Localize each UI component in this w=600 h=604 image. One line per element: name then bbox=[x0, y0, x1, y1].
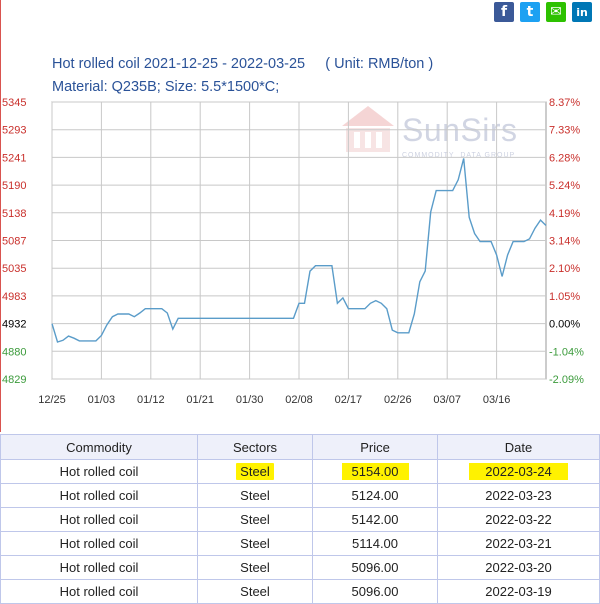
y-right-tick-label: 8.37% bbox=[549, 97, 580, 109]
page-frame-border bbox=[0, 0, 1, 432]
sector-text-highlighted: Steel bbox=[236, 463, 274, 480]
y-right-tick-label: 1.05% bbox=[549, 291, 580, 303]
cell-price: 5124.00 bbox=[312, 483, 438, 508]
cell-price: 5096.00 bbox=[312, 555, 438, 580]
cell-price: 5142.00 bbox=[312, 507, 438, 532]
cell-price: 5154.00 bbox=[312, 459, 438, 484]
table-row: Hot rolled coil Steel 5124.00 2022-03-23 bbox=[0, 483, 600, 508]
x-tick-label: 01/12 bbox=[137, 394, 165, 406]
cell-date: 2022-03-22 bbox=[437, 507, 600, 532]
x-tick-label: 02/17 bbox=[335, 394, 363, 406]
x-tick-label: 03/16 bbox=[483, 394, 511, 406]
cell-commodity: Hot rolled coil bbox=[0, 555, 198, 580]
price-chart: 5345 5293 5241 5190 5138 5087 5035 4983 4932 4880… bbox=[2, 97, 584, 406]
facebook-icon[interactable]: f bbox=[494, 2, 514, 22]
x-tick-label: 03/07 bbox=[433, 394, 461, 406]
x-tick-label: 12/25 bbox=[38, 394, 66, 406]
sunsirs-logo-icon bbox=[342, 106, 394, 152]
y-right-tick-label: 0.00% bbox=[549, 319, 580, 331]
cell-date: 2022-03-20 bbox=[437, 555, 600, 580]
date-text-highlighted: 2022-03-24 bbox=[469, 463, 568, 480]
linkedin-icon[interactable]: in bbox=[572, 2, 592, 22]
table-row: Hot rolled coil Steel 5142.00 2022-03-22 bbox=[0, 507, 600, 532]
cell-sector: Steel bbox=[197, 531, 313, 556]
cell-date: 2022-03-21 bbox=[437, 531, 600, 556]
cell-date: 2022-03-23 bbox=[437, 483, 600, 508]
y-right-tick-label: 2.10% bbox=[549, 263, 580, 275]
header-date: Date bbox=[437, 434, 600, 460]
y-left-tick-label: 5293 bbox=[2, 125, 26, 137]
cell-price: 5114.00 bbox=[312, 531, 438, 556]
y-left-tick-label: 5190 bbox=[2, 180, 26, 192]
cell-commodity: Hot rolled coil bbox=[0, 483, 198, 508]
wechat-icon[interactable]: ✉ bbox=[546, 2, 566, 22]
x-tick-label: 02/26 bbox=[384, 394, 412, 406]
chart-subtitle: Material: Q235B; Size: 5.5*1500*C; bbox=[52, 79, 280, 95]
cell-sector: Steel bbox=[197, 507, 313, 532]
header-price: Price bbox=[312, 434, 438, 460]
y-right-tick-label: 6.28% bbox=[549, 152, 580, 164]
watermark-tagline: COMMODITY DATA GROUP bbox=[402, 152, 516, 159]
y-left-tick-label: 4983 bbox=[2, 291, 26, 303]
y-left-tick-label: 5035 bbox=[2, 263, 26, 275]
price-table: Commodity Sectors Price Date Hot rolled … bbox=[0, 434, 600, 604]
y-right-tick-label: -1.04% bbox=[549, 346, 584, 358]
cell-sector: Steel bbox=[197, 483, 313, 508]
cell-sector: Steel bbox=[197, 459, 313, 484]
header-commodity: Commodity bbox=[0, 434, 198, 460]
table-row: Hot rolled coil Steel 5114.00 2022-03-21 bbox=[0, 531, 600, 556]
y-left-tick-label: 4880 bbox=[2, 346, 26, 358]
y-left-tick-label: 4829 bbox=[2, 374, 26, 386]
y-left-tick-label: 5241 bbox=[2, 152, 26, 164]
cell-date: 2022-03-24 bbox=[437, 459, 600, 484]
y-left-tick-label: 4932 bbox=[2, 319, 26, 331]
twitter-icon[interactable]: t bbox=[520, 2, 540, 22]
y-right-tick-label: 5.24% bbox=[549, 180, 580, 192]
chart-title: Hot rolled coil 2021-12-25 - 2022-03-25 … bbox=[52, 56, 434, 72]
table-row: Hot rolled coil Steel 5096.00 2022-03-20 bbox=[0, 555, 600, 580]
x-tick-label: 01/30 bbox=[236, 394, 264, 406]
y-left-tick-label: 5138 bbox=[2, 208, 26, 220]
price-text-highlighted: 5154.00 bbox=[341, 463, 409, 480]
x-tick-label: 01/21 bbox=[186, 394, 214, 406]
x-tick-label: 02/08 bbox=[285, 394, 313, 406]
y-left-tick-label: 5345 bbox=[2, 97, 26, 109]
table-header-row: Commodity Sectors Price Date bbox=[0, 434, 600, 460]
share-bar: f t ✉ in bbox=[494, 2, 592, 22]
series-line bbox=[51, 158, 547, 343]
header-sectors: Sectors bbox=[197, 434, 313, 460]
x-tick-label: 01/03 bbox=[88, 394, 116, 406]
y-right-tick-label: 4.19% bbox=[549, 208, 580, 220]
cell-sector: Steel bbox=[197, 555, 313, 580]
y-left-tick-label: 5087 bbox=[2, 236, 26, 248]
y-right-tick-label: -2.09% bbox=[549, 374, 584, 386]
commodity-text: Hot rolled coil bbox=[59, 464, 139, 479]
y-right-tick-label: 7.33% bbox=[549, 125, 580, 137]
cell-commodity: Hot rolled coil bbox=[0, 507, 198, 532]
y-right-tick-label: 3.14% bbox=[549, 236, 580, 248]
table-row: Hot rolled coil Steel 5154.00 2022-03-24 bbox=[0, 459, 600, 484]
cell-commodity: Hot rolled coil bbox=[0, 531, 198, 556]
cell-commodity: Hot rolled coil bbox=[0, 459, 198, 484]
